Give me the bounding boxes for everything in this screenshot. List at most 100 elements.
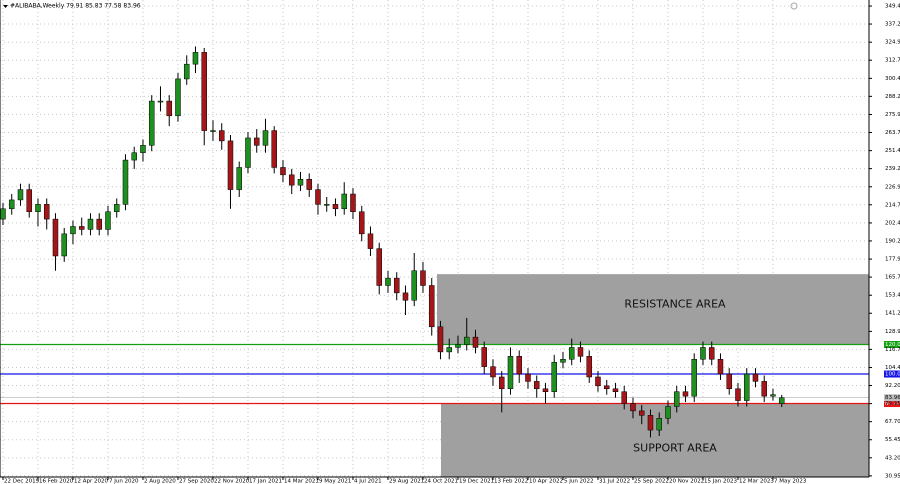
candle-body (175, 78, 181, 117)
x-tick-label: 17 Jan 2021 (249, 479, 282, 484)
x-tick-label: 7 Jun 2020 (109, 479, 139, 484)
candle-body (752, 373, 759, 382)
x-tick-label: 29 Aug 2021 (389, 479, 424, 484)
candle-body (131, 152, 137, 161)
candle-body (122, 159, 129, 205)
candle-body (78, 226, 85, 230)
candle-body (218, 130, 225, 142)
y-tick-label: 141.2 (885, 311, 900, 317)
candle-body (682, 391, 689, 397)
y-tick-label: 251.4 (885, 148, 900, 154)
candle-body (656, 418, 662, 431)
candle-body (376, 248, 382, 286)
candle-body (437, 326, 444, 353)
candle-body (52, 218, 59, 257)
candle-body (148, 100, 155, 146)
y-tick-label: 202.4 (885, 220, 900, 226)
candle-body (26, 189, 32, 212)
y-tick-label: 226.9 (885, 184, 900, 190)
x-tick-label: 7 May 2023 (774, 479, 807, 484)
candle-body (262, 130, 269, 146)
candle-body (463, 336, 470, 345)
candle-body (306, 179, 312, 190)
chart-title: #ALIBABA,Weekly 79.91 85.83 77.58 83.96 (10, 3, 141, 10)
x-tick-label: 16 Feb 2020 (39, 479, 74, 484)
y-tick-label: 177.9 (885, 257, 900, 263)
candle-body (472, 336, 479, 348)
candle-body (568, 347, 575, 360)
x-tick-label: 22 Nov 2020 (214, 479, 250, 484)
candle-body (446, 347, 452, 353)
candle-body (341, 193, 347, 210)
candle-body (140, 145, 146, 153)
y-tick-label: 116.7 (885, 347, 900, 353)
candle-body (236, 167, 242, 190)
candle-body (428, 285, 435, 328)
x-tick-label: 19 Dec 2021 (459, 479, 494, 484)
y-tick-label: 79.95 (885, 401, 900, 407)
candle-body (778, 397, 785, 404)
zone-label: RESISTANCE AREA (624, 297, 726, 310)
menu-icon[interactable] (3, 5, 8, 8)
candle-body (315, 189, 321, 205)
candle-body (35, 204, 41, 212)
x-tick-label: 31 Jul 2022 (599, 479, 630, 484)
y-tick-label: 263.7 (885, 130, 900, 136)
corner-icon[interactable] (790, 2, 798, 10)
candle-body (210, 130, 216, 132)
x-tick-label: 22 Dec 2019 (4, 479, 40, 484)
candle-body (673, 391, 680, 407)
x-tick-label: 5 Jun 2022 (564, 479, 594, 484)
candle-body (726, 373, 732, 390)
x-tick-label: 9 May 2021 (319, 479, 351, 484)
y-tick-label: 214.7 (885, 202, 900, 208)
candle-body (743, 373, 750, 401)
y-tick-label: 165.7 (885, 275, 900, 281)
zone (441, 403, 869, 477)
candle-body (105, 211, 111, 230)
y-tick-label: 30.95 (885, 473, 900, 479)
x-tick-label: 27 Sep 2020 (179, 479, 214, 484)
candle-body (332, 204, 339, 210)
candle-body (201, 52, 207, 131)
x-tick-label: 24 Oct 2021 (424, 479, 458, 484)
x-tick-label: 20 Nov 2022 (669, 479, 704, 484)
candle-body (227, 140, 234, 190)
y-tick-label: 300.4 (885, 76, 900, 82)
candle-body (0, 208, 6, 220)
x-tick-label: 25 Sep 2022 (634, 479, 669, 484)
y-tick-label: 55.45 (885, 437, 900, 443)
y-tick-label: 288.2 (885, 94, 900, 100)
candle-body (70, 226, 76, 235)
level-label-box (884, 370, 900, 378)
candle-body (761, 381, 767, 397)
x-tick-label: 4 Jul 2021 (354, 479, 382, 484)
level-label: 100.0 (885, 372, 900, 378)
y-tick-label: 349.4 (885, 4, 900, 10)
x-tick-label: 2 Aug 2020 (144, 479, 176, 484)
candle-body (586, 356, 592, 378)
candle-body (507, 356, 514, 390)
x-tick-label: 12 Apr 2020 (74, 479, 109, 484)
candle-body (647, 415, 654, 431)
candle-body (516, 356, 522, 375)
level-label-box (884, 400, 900, 408)
candle-body (43, 204, 50, 220)
candle-body (17, 189, 24, 201)
y-tick-label: 153.4 (885, 293, 900, 299)
last-price-label: 83.96 (885, 395, 900, 401)
candle-body (253, 137, 260, 146)
candle-body (595, 376, 601, 387)
candle-body (271, 130, 277, 168)
candle-body (350, 193, 356, 212)
candle-body (87, 218, 94, 230)
candle-body (735, 388, 741, 401)
y-tick-label: 275.9 (885, 112, 900, 118)
candle-body (770, 394, 776, 397)
level-label-box (884, 341, 900, 349)
candle-body (402, 292, 409, 301)
candle-body (183, 63, 190, 80)
